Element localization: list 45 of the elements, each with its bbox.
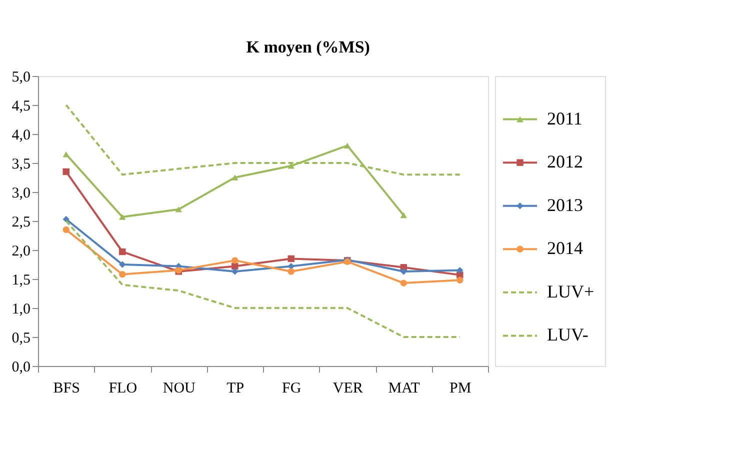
legend-label: 2012 bbox=[547, 152, 583, 172]
y-tick-label: 2,5 bbox=[12, 214, 30, 230]
y-tick-label: 2,0 bbox=[12, 244, 30, 260]
legend-label: 2011 bbox=[547, 108, 582, 128]
point bbox=[232, 268, 238, 275]
x-tick-label: BFS bbox=[53, 380, 80, 396]
point bbox=[62, 226, 70, 234]
point bbox=[456, 266, 464, 274]
point bbox=[119, 261, 126, 268]
point bbox=[400, 280, 407, 286]
y-tick-label: 0,0 bbox=[12, 360, 30, 376]
point bbox=[288, 268, 294, 275]
point bbox=[62, 168, 70, 176]
legend-label: 2013 bbox=[547, 194, 583, 215]
y-tick-label: 4,5 bbox=[12, 98, 30, 114]
point bbox=[400, 268, 407, 275]
x-tick-label: FLO bbox=[108, 380, 138, 396]
point bbox=[119, 248, 126, 256]
point bbox=[400, 212, 407, 218]
x-tick-label: NOU bbox=[162, 380, 196, 396]
y-tick-label: 4,0 bbox=[12, 128, 30, 144]
legend-label: 2014 bbox=[547, 238, 583, 258]
x-tick-label: TP bbox=[226, 380, 244, 396]
point bbox=[288, 255, 294, 262]
x-tick-label: FG bbox=[282, 380, 302, 396]
x-tick-label: MAT bbox=[388, 380, 420, 396]
y-tick-label: 5,0 bbox=[12, 70, 30, 86]
y-tick-label: 3,0 bbox=[12, 186, 30, 202]
point bbox=[232, 174, 238, 180]
y-tick-label: 1,0 bbox=[12, 302, 30, 318]
y-tick-label: 1,5 bbox=[12, 272, 30, 288]
point bbox=[119, 271, 126, 278]
chart-title: K moyen (%MS) bbox=[246, 38, 370, 56]
x-tick-label: PM bbox=[450, 380, 472, 396]
point bbox=[456, 276, 464, 284]
point bbox=[232, 257, 238, 264]
point bbox=[344, 142, 351, 149]
legend-label: LUV+ bbox=[547, 281, 594, 302]
point bbox=[175, 206, 182, 212]
y-tick-label: 0,5 bbox=[12, 330, 30, 346]
y-tick-label: 3,5 bbox=[12, 156, 30, 172]
point bbox=[119, 214, 126, 220]
x-tick-label: VER bbox=[332, 380, 363, 396]
legend-label: LUV- bbox=[547, 324, 588, 345]
point bbox=[62, 151, 70, 158]
